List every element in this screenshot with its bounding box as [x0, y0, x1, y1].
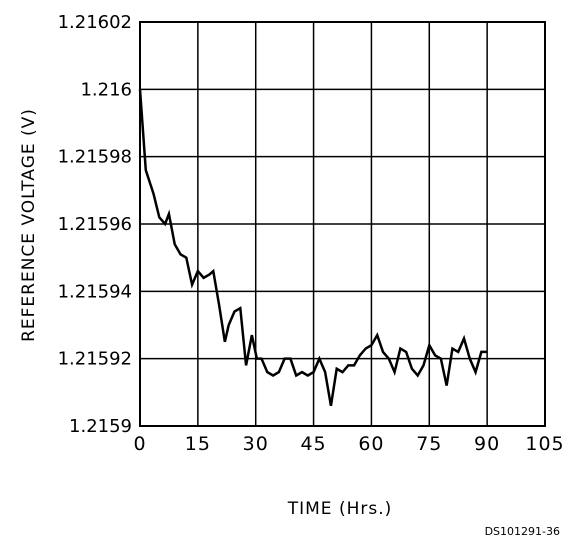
y-tick-label: 1.216 — [80, 79, 132, 100]
y-tick-label: 1.2159 — [69, 416, 132, 437]
x-tick-label: 60 — [358, 433, 384, 455]
x-tick-label: 30 — [243, 433, 269, 455]
plot-frame — [139, 21, 546, 427]
y-tick-label: 1.21596 — [58, 214, 132, 235]
document-code: DS101291-36 — [485, 525, 560, 538]
y-tick-label: 1.21598 — [58, 147, 132, 168]
x-tick-label: 75 — [416, 433, 442, 455]
x-tick-labels: 0 15 30 45 60 75 90 105 — [133, 433, 564, 455]
y-axis-label: REFERENCE VOLTAGE (V) — [19, 108, 39, 342]
x-tick-label: 105 — [525, 433, 564, 455]
series-line — [138, 89, 488, 407]
x-tick-label: 0 — [133, 433, 146, 455]
y-tick-label: 1.21592 — [58, 349, 132, 370]
x-tick-label: 90 — [474, 433, 500, 455]
x-tick-label: 15 — [185, 433, 211, 455]
x-axis-label: TIME (Hrs.) — [287, 499, 393, 519]
y-tick-label: 1.21594 — [58, 281, 132, 302]
grid — [140, 22, 545, 426]
y-tick-label: 1.21602 — [58, 12, 132, 33]
y-tick-labels: 1.2159 1.21592 1.21594 1.21596 1.21598 1.216 1… — [58, 12, 132, 437]
x-tick-label: 45 — [300, 433, 326, 455]
